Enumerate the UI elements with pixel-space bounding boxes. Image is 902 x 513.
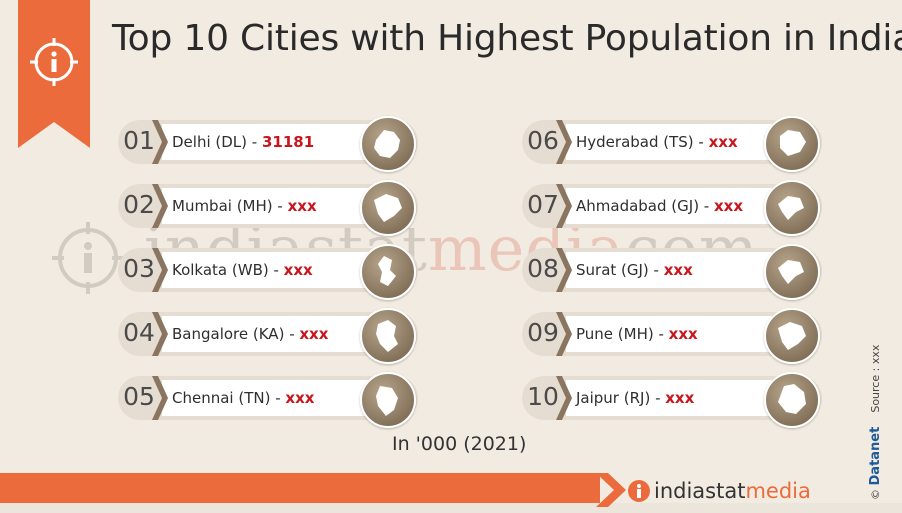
indiastat-logo: indiastatmedia: [596, 470, 856, 510]
city-row: 02 Mumbai (MH) - xxx: [118, 180, 420, 236]
label-box: [162, 252, 384, 288]
footer-bar: [0, 473, 600, 503]
karnataka-map-icon: [360, 308, 416, 364]
unit-note: In '000 (2021): [392, 433, 527, 455]
slash-divider: [556, 248, 572, 292]
slash-divider: [556, 120, 572, 164]
city-row: 04 Bangalore (KA) - xxx: [118, 308, 420, 364]
maharashtra-map-icon: [764, 308, 820, 364]
city-row: 01 Delhi (DL) - 31181: [118, 116, 420, 172]
gujarat-map-icon: [764, 244, 820, 300]
rank-number: 01: [123, 126, 155, 155]
city-label: Pune (MH) - xxx: [576, 325, 698, 343]
city-name: Jaipur (RJ) -: [576, 389, 666, 407]
city-row: 09 Pune (MH) - xxx: [522, 308, 824, 364]
city-label: Ahmadabad (GJ) - xxx: [576, 197, 743, 215]
rank-number: 03: [123, 254, 155, 283]
page-title: Top 10 Cities with Highest Population in…: [112, 18, 902, 59]
maharashtra-map-icon: [360, 180, 416, 236]
label-box: [162, 316, 384, 352]
city-label: Hyderabad (TS) - xxx: [576, 133, 738, 151]
telangana-map-icon: [764, 116, 820, 172]
logo-info-icon: [628, 480, 650, 502]
slash-divider: [152, 248, 168, 292]
rank-number: 07: [527, 190, 559, 219]
city-name: Surat (GJ) -: [576, 261, 664, 279]
city-value: xxx: [299, 325, 329, 343]
west-bengal-map-icon: [360, 244, 416, 300]
city-row: 03 Kolkata (WB) - xxx: [118, 244, 420, 300]
copyright-symbol: ©: [869, 489, 882, 500]
city-row: 08 Surat (GJ) - xxx: [522, 244, 824, 300]
rank-number: 06: [527, 126, 559, 155]
label-box: [162, 124, 384, 160]
slash-divider: [152, 312, 168, 356]
city-label: Mumbai (MH) - xxx: [172, 197, 317, 215]
city-value: xxx: [668, 325, 698, 343]
city-row: 06 Hyderabad (TS) - xxx: [522, 116, 824, 172]
logo-accent: media: [745, 479, 811, 503]
source-text: Source : xxx: [869, 344, 882, 413]
slant-separator: [596, 473, 626, 507]
city-value: xxx: [663, 261, 693, 279]
city-name: Bangalore (KA) -: [172, 325, 300, 343]
label-box: [566, 252, 788, 288]
city-value: xxx: [287, 197, 317, 215]
city-name: Kolkata (WB) -: [172, 261, 284, 279]
city-value: xxx: [714, 197, 744, 215]
rank-number: 10: [527, 382, 559, 411]
rajasthan-map-icon: [764, 372, 820, 428]
city-name: Mumbai (MH) -: [172, 197, 288, 215]
city-row: 05 Chennai (TN) - xxx: [118, 372, 420, 428]
rank-number: 09: [527, 318, 559, 347]
label-box: [162, 380, 384, 416]
logo-main: indiastat: [654, 479, 746, 503]
rank-number: 02: [123, 190, 155, 219]
city-value: xxx: [665, 389, 695, 407]
city-value: xxx: [285, 389, 315, 407]
datanet-brand: Datanet: [868, 426, 883, 486]
slash-divider: [556, 312, 572, 356]
city-label: Bangalore (KA) - xxx: [172, 325, 328, 343]
city-label: Jaipur (RJ) - xxx: [576, 389, 694, 407]
city-name: Ahmadabad (GJ) -: [576, 197, 714, 215]
label-box: [162, 188, 384, 224]
slash-divider: [556, 376, 572, 420]
city-name: Chennai (TN) -: [172, 389, 286, 407]
city-label: Chennai (TN) - xxx: [172, 389, 314, 407]
city-name: Delhi (DL) -: [172, 133, 262, 151]
slash-divider: [152, 120, 168, 164]
city-row: 07 Ahmadabad (GJ) - xxx: [522, 180, 824, 236]
info-icon: [18, 0, 90, 148]
rank-number: 05: [123, 382, 155, 411]
label-box: [566, 188, 788, 224]
city-name: Hyderabad (TS) -: [576, 133, 709, 151]
gujarat-map-icon: [764, 180, 820, 236]
city-label: Delhi (DL) - 31181: [172, 133, 314, 151]
label-box: [566, 124, 788, 160]
label-box: [566, 316, 788, 352]
footer-strip: [0, 503, 902, 513]
city-value: 31181: [261, 133, 315, 151]
tamil-nadu-map-icon: [360, 372, 416, 428]
label-box: [566, 380, 788, 416]
city-label: Kolkata (WB) - xxx: [172, 261, 313, 279]
city-value: xxx: [708, 133, 738, 151]
slash-divider: [152, 184, 168, 228]
slash-divider: [152, 376, 168, 420]
city-value: xxx: [283, 261, 313, 279]
city-label: Surat (GJ) - xxx: [576, 261, 693, 279]
rank-number: 08: [527, 254, 559, 283]
city-name: Pune (MH) -: [576, 325, 669, 343]
delhi-map-icon: [360, 116, 416, 172]
rank-number: 04: [123, 318, 155, 347]
source-credit: © Datanet Source : xxx: [868, 340, 890, 502]
slash-divider: [556, 184, 572, 228]
city-row: 10 Jaipur (RJ) - xxx: [522, 372, 824, 428]
